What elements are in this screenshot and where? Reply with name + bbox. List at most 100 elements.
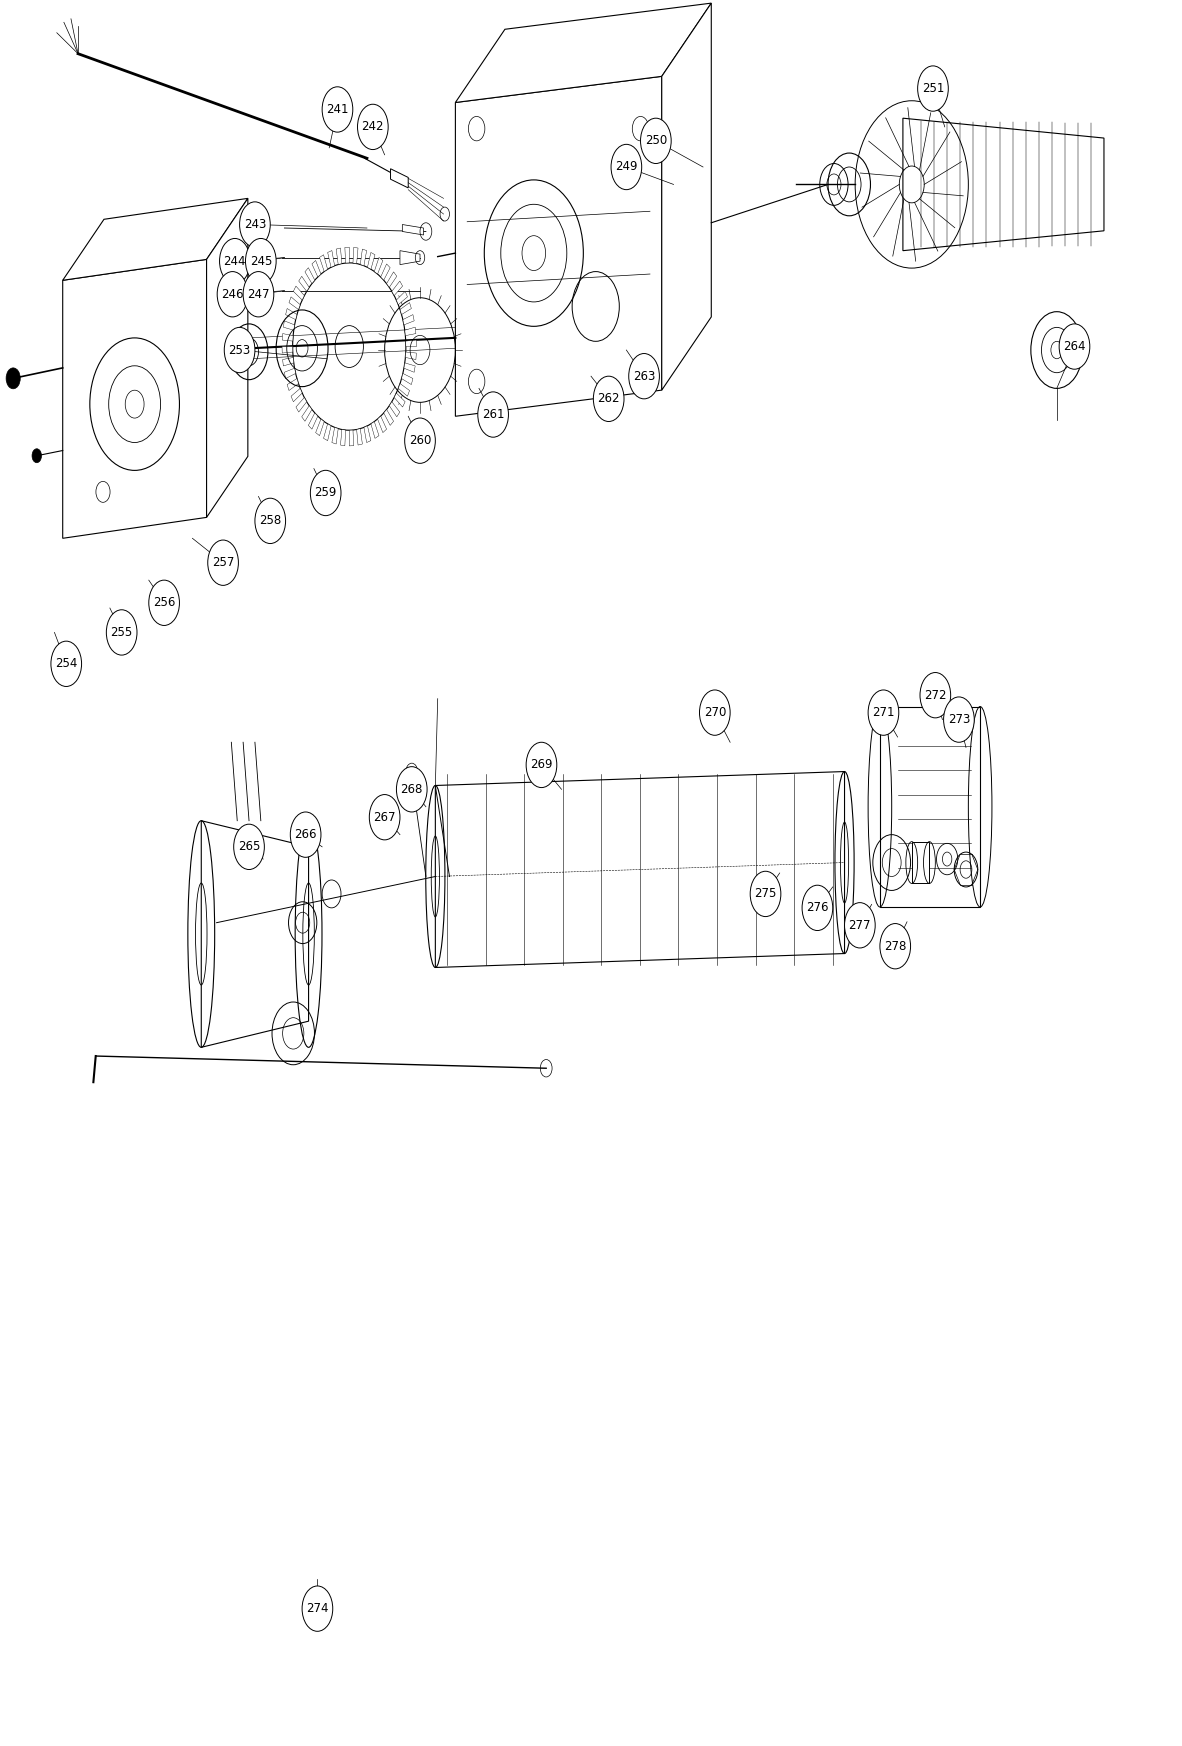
- Text: 255: 255: [111, 625, 132, 639]
- Text: 271: 271: [872, 705, 895, 719]
- Text: 242: 242: [362, 120, 384, 133]
- Circle shape: [526, 742, 557, 787]
- Circle shape: [6, 368, 20, 389]
- Polygon shape: [435, 772, 844, 967]
- Circle shape: [255, 498, 286, 543]
- Circle shape: [920, 672, 950, 718]
- Text: 269: 269: [531, 758, 553, 772]
- Text: 259: 259: [314, 487, 337, 499]
- Polygon shape: [345, 248, 349, 264]
- Polygon shape: [404, 363, 415, 372]
- Polygon shape: [286, 309, 297, 320]
- Polygon shape: [402, 225, 423, 236]
- Circle shape: [243, 272, 274, 318]
- Text: 249: 249: [615, 161, 637, 173]
- Polygon shape: [403, 314, 414, 325]
- Circle shape: [234, 824, 265, 870]
- Polygon shape: [63, 199, 248, 281]
- Text: 247: 247: [247, 288, 269, 300]
- Circle shape: [32, 449, 41, 463]
- Text: 243: 243: [243, 218, 266, 230]
- Polygon shape: [282, 358, 294, 367]
- Text: 262: 262: [597, 393, 619, 405]
- Polygon shape: [319, 255, 327, 271]
- Text: 277: 277: [849, 918, 871, 932]
- Circle shape: [240, 203, 271, 248]
- Polygon shape: [282, 346, 293, 353]
- Polygon shape: [284, 321, 294, 330]
- Circle shape: [641, 119, 671, 164]
- Text: 273: 273: [948, 712, 970, 726]
- Text: 270: 270: [703, 705, 726, 719]
- Polygon shape: [305, 267, 314, 283]
- Polygon shape: [377, 416, 387, 433]
- Polygon shape: [207, 199, 248, 517]
- Text: 246: 246: [221, 288, 243, 300]
- Circle shape: [396, 766, 427, 812]
- Polygon shape: [400, 251, 420, 265]
- Circle shape: [629, 353, 660, 398]
- Circle shape: [246, 239, 277, 285]
- Polygon shape: [309, 414, 318, 430]
- Polygon shape: [332, 428, 338, 443]
- Polygon shape: [371, 421, 379, 438]
- Polygon shape: [398, 384, 409, 396]
- Text: 250: 250: [644, 134, 667, 147]
- Polygon shape: [312, 260, 322, 278]
- Text: 260: 260: [409, 435, 431, 447]
- Polygon shape: [316, 419, 324, 436]
- Polygon shape: [301, 405, 312, 421]
- Polygon shape: [391, 281, 403, 295]
- Circle shape: [751, 871, 781, 917]
- Text: 267: 267: [374, 810, 396, 824]
- Circle shape: [611, 145, 642, 190]
- Polygon shape: [390, 169, 408, 189]
- Text: 263: 263: [632, 370, 655, 382]
- Circle shape: [217, 272, 248, 318]
- Text: 253: 253: [228, 344, 251, 356]
- Circle shape: [593, 375, 624, 421]
- Polygon shape: [285, 368, 296, 379]
- Text: 275: 275: [754, 887, 777, 901]
- Polygon shape: [324, 424, 331, 440]
- Text: 278: 278: [884, 939, 907, 953]
- Polygon shape: [396, 292, 408, 306]
- Circle shape: [369, 794, 400, 840]
- Polygon shape: [349, 430, 353, 445]
- Polygon shape: [387, 272, 397, 288]
- Polygon shape: [364, 426, 371, 442]
- Polygon shape: [405, 353, 416, 360]
- Polygon shape: [405, 340, 416, 346]
- Text: 244: 244: [223, 255, 246, 267]
- Text: 274: 274: [306, 1603, 329, 1615]
- Text: 251: 251: [922, 82, 944, 94]
- Text: 261: 261: [482, 409, 505, 421]
- Polygon shape: [327, 251, 335, 267]
- Polygon shape: [389, 402, 400, 417]
- Polygon shape: [400, 302, 411, 314]
- Polygon shape: [287, 379, 299, 391]
- Polygon shape: [375, 257, 383, 274]
- Polygon shape: [662, 3, 712, 389]
- Text: 268: 268: [401, 782, 423, 796]
- Polygon shape: [404, 327, 416, 335]
- Text: 256: 256: [152, 597, 175, 609]
- Polygon shape: [336, 248, 342, 264]
- Text: 266: 266: [294, 828, 317, 842]
- Polygon shape: [455, 3, 712, 103]
- Polygon shape: [455, 77, 662, 416]
- Polygon shape: [291, 388, 303, 402]
- Circle shape: [220, 239, 251, 285]
- Polygon shape: [361, 250, 366, 265]
- Text: 241: 241: [326, 103, 349, 115]
- Circle shape: [51, 641, 82, 686]
- Circle shape: [700, 690, 730, 735]
- Polygon shape: [903, 119, 1104, 251]
- Circle shape: [303, 1585, 333, 1631]
- Polygon shape: [394, 393, 405, 407]
- Polygon shape: [384, 410, 394, 426]
- Polygon shape: [282, 333, 293, 340]
- Circle shape: [225, 327, 255, 372]
- Polygon shape: [288, 297, 300, 309]
- Polygon shape: [402, 374, 413, 384]
